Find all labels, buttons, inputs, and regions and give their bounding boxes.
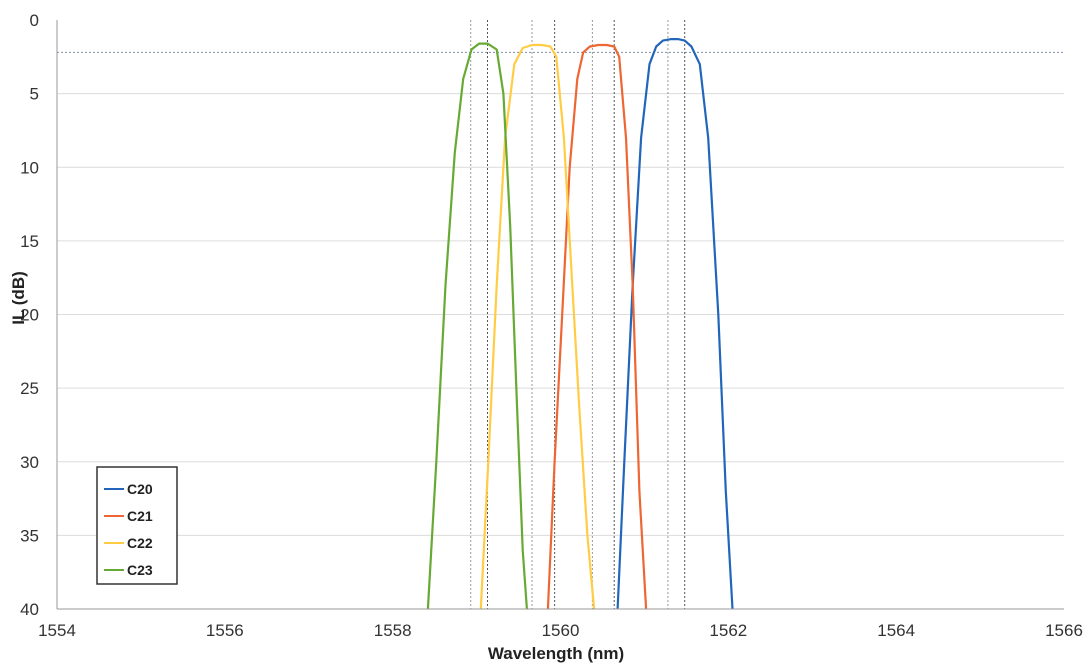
legend-items: C20 C21 C22 C23 xyxy=(104,481,153,578)
legend-label: C21 xyxy=(127,508,153,524)
series-line-c20 xyxy=(616,37,734,610)
y-tick-label: 0 xyxy=(30,11,39,30)
x-tick-label: 1556 xyxy=(206,621,244,640)
y-tick-label: 10 xyxy=(20,158,39,177)
grid-layer xyxy=(57,93,1064,536)
legend-label: C20 xyxy=(127,481,153,497)
x-tick-label: 1566 xyxy=(1045,621,1083,640)
series-line-c21 xyxy=(546,43,648,610)
x-tick-label: 1558 xyxy=(374,621,412,640)
y-axis-title: IL (dB) xyxy=(9,271,28,325)
series-layer xyxy=(426,37,734,610)
y-tick-label: 30 xyxy=(20,453,39,472)
legend: C20 C21 C22 C23 xyxy=(96,466,178,585)
x-tick-label: 1554 xyxy=(38,621,76,640)
y-tick-label: 25 xyxy=(20,379,39,398)
x-axis-title: Wavelength (nm) xyxy=(488,644,624,663)
y-tick-label: 35 xyxy=(20,526,39,545)
axes: 0 5 10 15 20 25 30 35 40 1554 1556 1558 1560 1562 1564… xyxy=(20,11,1083,640)
y-tick-label: 40 xyxy=(20,600,39,619)
legend-box xyxy=(96,466,178,585)
y-tick-label: 20 xyxy=(20,306,39,325)
x-tick-label: 1562 xyxy=(709,621,747,640)
y-tick-label: 5 xyxy=(30,85,39,104)
y-tick-label: 15 xyxy=(20,232,39,251)
legend-label: C22 xyxy=(127,535,153,551)
legend-label: C23 xyxy=(127,562,153,578)
x-tick-label: 1564 xyxy=(877,621,915,640)
series-line-c22 xyxy=(479,43,596,610)
x-tick-label: 1560 xyxy=(542,621,580,640)
series-line-c23 xyxy=(426,42,528,610)
